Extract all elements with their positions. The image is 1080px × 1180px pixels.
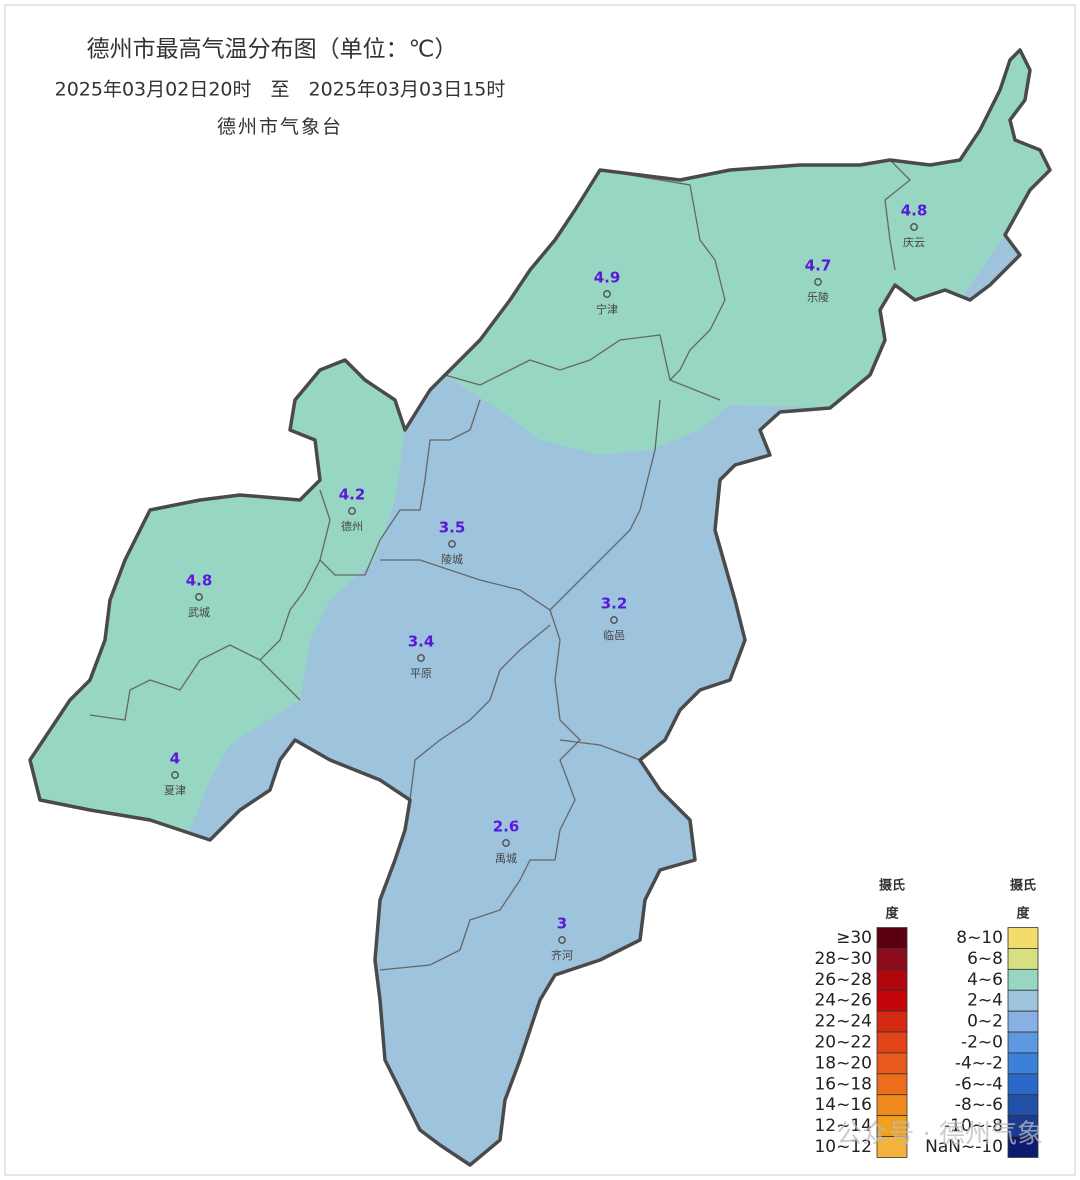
- legend-unit: 度: [885, 906, 899, 922]
- legend-label: -2~0: [961, 1033, 1003, 1053]
- period: 2025年03月02日20时 至 2025年03月03日15时: [55, 79, 506, 101]
- legend-swatch: [876, 1010, 908, 1033]
- station-value: 4.2: [339, 486, 366, 504]
- city-outline: [28, 48, 1052, 1167]
- legend-swatch: [876, 1073, 908, 1096]
- station-marker: [603, 290, 611, 298]
- station-value: 3.5: [439, 519, 466, 537]
- station-marker: [171, 771, 179, 779]
- station-marker: [348, 507, 356, 515]
- legend-label: 22~24: [814, 1012, 872, 1032]
- legend-swatch: [876, 989, 908, 1012]
- station-value: 4.9: [594, 269, 621, 287]
- station-name: 禹城: [495, 852, 517, 865]
- legend-label: 18~20: [814, 1053, 872, 1073]
- legend-swatch: [1007, 948, 1039, 970]
- legend-swatch: [1007, 1052, 1039, 1075]
- legend-label: -10~-8: [944, 1116, 1003, 1136]
- station-marker: [610, 616, 618, 624]
- station-marker: [558, 936, 566, 944]
- station-name: 齐河: [551, 948, 573, 962]
- legend-swatch: [876, 927, 908, 949]
- legend-swatch: [1007, 1094, 1039, 1117]
- legend-swatch: [876, 948, 908, 970]
- legend-swatch: [876, 1031, 908, 1054]
- title: 德州市最高气温分布图（单位：℃）: [87, 37, 458, 63]
- station-marker: [502, 839, 510, 847]
- legend-label: -4~-2: [955, 1053, 1003, 1073]
- legend-swatch: [876, 1136, 908, 1158]
- legend-swatch: [1007, 1136, 1039, 1158]
- legend-unit: 摄氏: [1010, 878, 1036, 894]
- station-value: 4.7: [805, 257, 832, 275]
- station-name: 平原: [410, 667, 432, 680]
- legend-label: 20~22: [814, 1033, 872, 1053]
- station-value: 4.8: [901, 202, 928, 220]
- legend-label: 12~14: [814, 1116, 872, 1136]
- station-name: 庆云: [903, 235, 925, 249]
- legend-swatch: [1007, 989, 1039, 1012]
- legend-swatch: [876, 968, 908, 991]
- county-borders: [89, 159, 911, 971]
- station-name: 武城: [188, 606, 210, 619]
- legend-label: 28~30: [814, 949, 872, 969]
- legend-label: -8~-6: [955, 1095, 1003, 1115]
- legend-label: NaN~-10: [925, 1137, 1003, 1157]
- legend-swatch: [1007, 968, 1039, 991]
- station-name: 乐陵: [807, 291, 829, 304]
- watermark: 公众号 · 德州气象: [836, 1120, 1043, 1150]
- legend-swatch: [1007, 1073, 1039, 1096]
- legend-unit: 度: [1016, 906, 1030, 922]
- legend-label: 6~8: [967, 949, 1003, 969]
- station-name: 宁津: [596, 302, 618, 316]
- legend-label: 14~16: [814, 1095, 872, 1115]
- station-name: 陵城: [441, 553, 463, 566]
- legend-label: 0~2: [967, 1012, 1003, 1032]
- legend-swatch: [876, 1094, 908, 1117]
- legend-label: 2~4: [967, 991, 1003, 1011]
- station-marker: [448, 540, 456, 548]
- legend-unit: 摄氏: [879, 878, 905, 894]
- legend-swatch: [1007, 1010, 1039, 1033]
- legend-label: ≥30: [836, 928, 872, 948]
- legend-label: 24~26: [814, 991, 872, 1011]
- station-value: 4.8: [186, 572, 213, 590]
- legend-label: 16~18: [814, 1074, 872, 1094]
- legend-label: 26~28: [814, 970, 872, 990]
- station-value: 3.4: [408, 633, 435, 651]
- station-name: 临邑: [603, 628, 625, 642]
- station-marker: [910, 223, 918, 231]
- legend-label: 10~12: [814, 1137, 872, 1157]
- station-name: 德州: [341, 519, 363, 533]
- station-value: 3: [557, 915, 567, 933]
- issuer: 德州市气象台: [217, 116, 343, 138]
- station-name: 夏津: [164, 784, 186, 797]
- legend-label: 4~6: [967, 970, 1003, 990]
- station-marker: [417, 654, 425, 662]
- station-value: 4: [170, 750, 180, 768]
- station-marker: [814, 278, 822, 286]
- legend-swatch: [1007, 927, 1039, 949]
- station-value: 2.6: [493, 818, 520, 836]
- legend-swatch: [1007, 1031, 1039, 1054]
- legend-swatch: [876, 1052, 908, 1075]
- legend-label: -6~-4: [955, 1074, 1003, 1094]
- legend-label: 8~10: [956, 928, 1003, 948]
- station-marker: [195, 593, 203, 601]
- station-value: 3.2: [601, 595, 628, 613]
